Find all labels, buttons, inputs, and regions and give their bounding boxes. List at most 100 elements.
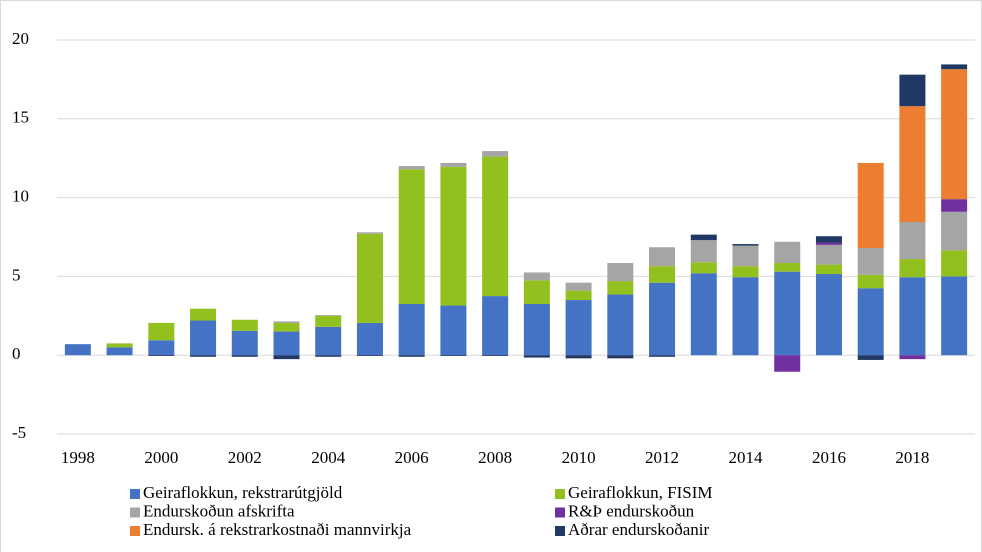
bar-segment [690, 262, 717, 274]
bar-segment [815, 236, 842, 243]
bar-segment [899, 106, 926, 223]
bar-segment [857, 355, 884, 360]
bar-segment [356, 355, 383, 356]
bar-segment [732, 244, 759, 246]
x-tick-label: 2018 [895, 448, 929, 467]
bar-segment [774, 355, 801, 372]
bar-segment [440, 305, 467, 356]
bar-segment [315, 326, 342, 356]
bar-segment [899, 355, 926, 360]
bar-segment [607, 355, 634, 359]
bar-segment [774, 241, 801, 264]
bar-segment [815, 264, 842, 275]
bar-segment [482, 296, 509, 356]
x-tick-label: 2016 [812, 448, 846, 467]
bar-segment [398, 166, 425, 170]
bar-segment [356, 322, 383, 356]
bar-segment [64, 344, 91, 356]
x-tick-label: 2000 [144, 448, 178, 467]
bar-segment [190, 320, 217, 356]
bar-segment [941, 250, 968, 277]
legend-swatch [130, 526, 140, 536]
bar-segment [523, 355, 550, 358]
bar-segment [899, 277, 926, 356]
bar-segment [482, 156, 509, 297]
bar-segment [941, 276, 968, 356]
bar-segment [899, 259, 926, 278]
x-tick-label: 2008 [478, 448, 512, 467]
bar-segment [106, 343, 133, 348]
bar-segment [565, 290, 592, 301]
y-tick-label: 20 [12, 29, 29, 48]
bar-segment [857, 288, 884, 356]
bar-segment [732, 245, 759, 267]
x-tick-label: 2010 [562, 448, 596, 467]
bar-segment [774, 271, 801, 356]
bar-segment [690, 240, 717, 263]
bar-segment [356, 232, 383, 234]
legend-label: Endurskoðun afskrifta [143, 501, 295, 520]
bar-segment [565, 300, 592, 356]
bar-segment [398, 303, 425, 356]
bar-segment [482, 151, 509, 157]
x-tick-label: 2004 [311, 448, 346, 467]
legend-label: Geiraflokkun, FISIM [568, 483, 712, 502]
bar-segment [148, 322, 175, 341]
bar-segment [941, 69, 968, 200]
bar-segment [440, 355, 467, 356]
bar-segment [815, 242, 842, 245]
bar-segment [649, 266, 676, 283]
bar-segment [941, 211, 968, 251]
x-tick-label: 2012 [645, 448, 679, 467]
legend-swatch [130, 507, 140, 518]
legend-label: R&Þ endurskoðun [568, 501, 695, 520]
bar-segment [148, 355, 175, 356]
bar-segment [315, 315, 342, 316]
bar-segment [231, 319, 258, 331]
legend-label: Endursk. á rekstrarkostnaði mannvirkja [143, 520, 412, 539]
bar-segment [899, 74, 926, 107]
bar-segment [732, 266, 759, 278]
bar-segment [273, 355, 300, 360]
bar-segment [857, 274, 884, 289]
bar-segment [523, 272, 550, 281]
bar-segment [690, 273, 717, 356]
bar-segment [315, 315, 342, 327]
bar-segment [565, 355, 592, 359]
bar-segment [815, 244, 842, 265]
bar-segment [190, 308, 217, 321]
x-tick-label: 2014 [729, 448, 764, 467]
y-tick-label: -5 [12, 423, 26, 442]
bar-segment [482, 355, 509, 356]
bar-segment [607, 294, 634, 356]
y-tick-label: 10 [12, 187, 29, 206]
legend-swatch [130, 489, 140, 499]
bar-segment [607, 281, 634, 295]
bar-segment [899, 222, 926, 260]
legend-label: Geiraflokkun, rekstrarútgjöld [143, 483, 343, 502]
bar-segment [690, 234, 717, 241]
bar-segment [565, 282, 592, 291]
bar-segment [440, 162, 467, 167]
bar-segment [523, 303, 550, 356]
bar-segment [106, 347, 133, 356]
bar-segment [607, 263, 634, 282]
bar-segment [148, 340, 175, 356]
bar-segment [231, 355, 258, 357]
bar-segment [273, 331, 300, 356]
bar-segment [398, 169, 425, 304]
legend-label: Aðrar endurskoðanir [568, 520, 709, 539]
legend-swatch [555, 526, 565, 536]
bar-segment [315, 355, 342, 357]
bar-segment [523, 280, 550, 304]
x-tick-label: 2006 [395, 448, 429, 467]
bar-segment [941, 64, 968, 70]
y-tick-label: 5 [12, 265, 21, 284]
x-tick-label: 2002 [228, 448, 262, 467]
bar-segment [857, 162, 884, 249]
bar-segment [649, 247, 676, 267]
bar-segment [857, 248, 884, 275]
bar-segment [649, 355, 676, 357]
bar-segment [356, 233, 383, 323]
